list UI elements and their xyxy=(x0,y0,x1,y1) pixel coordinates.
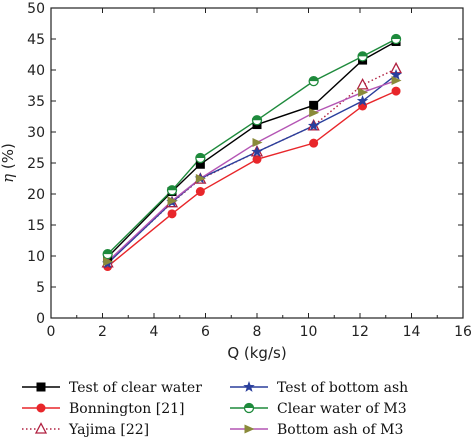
x-tick-label: 4 xyxy=(150,324,159,340)
x-tick-label: 12 xyxy=(351,324,369,340)
legend-marker xyxy=(34,422,48,434)
data-point xyxy=(103,257,114,267)
legend-label: Bonnington [21] xyxy=(69,401,184,417)
y-tick-label: 10 xyxy=(27,249,45,265)
x-tick-label: 16 xyxy=(454,324,472,340)
y-axis-unit: (%) xyxy=(0,143,17,169)
tick-labels: 0 2 4 6 8 10 12 14 16 0 5 10 15 20 25 30 35 40 45 50 xyxy=(27,1,472,340)
legend: Test of clear water Bonnington [21] Yajima… xyxy=(22,380,408,438)
axes xyxy=(50,7,464,319)
data-point xyxy=(358,87,369,97)
marker-fill xyxy=(358,51,368,57)
marker-fill xyxy=(244,403,254,408)
legend-entry: Yajima [22] xyxy=(22,422,149,438)
data-point xyxy=(391,86,401,96)
x-tick-label: 10 xyxy=(300,324,318,340)
legend-entry: Clear water of M3 xyxy=(230,401,407,417)
data-point xyxy=(195,152,206,164)
y-tick-label: 15 xyxy=(27,218,45,234)
y-tick-label: 0 xyxy=(36,311,45,327)
legend-marker xyxy=(244,424,255,434)
marker-fill xyxy=(103,249,113,255)
marker-fill xyxy=(391,34,401,39)
legend-marker xyxy=(243,402,255,414)
data-point xyxy=(251,145,263,157)
data-point xyxy=(166,185,178,196)
legend-marker xyxy=(36,382,46,392)
markers-group xyxy=(101,33,403,272)
legend-entry: Test of bottom ash xyxy=(230,380,408,396)
x-tick-label: 14 xyxy=(403,324,421,340)
marker-fill xyxy=(195,153,205,159)
legend-entry: Bottom ash of M3 xyxy=(230,422,403,438)
legend-marker xyxy=(36,403,46,413)
legend-label: Bottom ash of M3 xyxy=(277,422,403,438)
legend-label: Test of bottom ash xyxy=(277,380,408,396)
data-point xyxy=(195,159,205,169)
y-axis-symbol: η xyxy=(0,174,17,183)
data-point xyxy=(356,77,369,90)
series-line-5 xyxy=(107,79,397,263)
series-line-3 xyxy=(107,74,397,264)
data-point xyxy=(102,248,113,260)
legend-label: Test of clear water xyxy=(69,380,202,396)
legend-entry: Bonnington [21] xyxy=(22,401,184,417)
x-tick-label: 2 xyxy=(98,324,107,340)
data-point xyxy=(307,119,320,131)
y-tick-label: 50 xyxy=(27,1,45,17)
data-point xyxy=(391,76,402,86)
marker-fill xyxy=(167,185,177,191)
legend-entry: Test of clear water xyxy=(22,380,202,396)
data-point xyxy=(252,154,262,164)
y-tick-label: 5 xyxy=(36,280,45,296)
y-tick-label: 40 xyxy=(27,63,45,79)
legend-label: Clear water of M3 xyxy=(277,401,407,417)
data-point xyxy=(309,108,320,118)
data-point xyxy=(356,95,369,106)
data-point xyxy=(309,138,319,148)
series-line-2 xyxy=(107,68,397,264)
data-point xyxy=(390,33,402,45)
y-tick-label: 45 xyxy=(27,32,45,48)
marker-fill xyxy=(252,115,262,121)
data-point xyxy=(357,51,368,62)
y-tick-label: 25 xyxy=(27,156,45,172)
x-tick-label: 0 xyxy=(47,324,56,340)
data-point xyxy=(251,115,263,126)
x-axis-title: Q (kg/s) xyxy=(227,344,286,362)
data-point xyxy=(167,196,178,206)
x-tick-label: 6 xyxy=(201,324,210,340)
series-line-0 xyxy=(107,40,397,258)
legend-marker xyxy=(243,381,255,392)
y-tick-label: 20 xyxy=(27,187,45,203)
data-point xyxy=(195,174,206,183)
x-tick-label: 8 xyxy=(253,324,262,340)
y-tick-label: 30 xyxy=(27,125,45,141)
y-axis-title: η (%) xyxy=(0,143,17,183)
marker-fill xyxy=(309,76,319,82)
data-point xyxy=(308,76,319,87)
y-tick-label: 35 xyxy=(27,94,45,110)
data-point xyxy=(195,187,205,197)
series-group xyxy=(107,38,397,268)
data-point xyxy=(252,138,263,148)
data-point xyxy=(167,209,177,219)
data-point xyxy=(309,100,319,110)
data-point xyxy=(390,68,402,80)
legend-label: Yajima [22] xyxy=(68,422,149,438)
series-line-1 xyxy=(107,90,397,268)
